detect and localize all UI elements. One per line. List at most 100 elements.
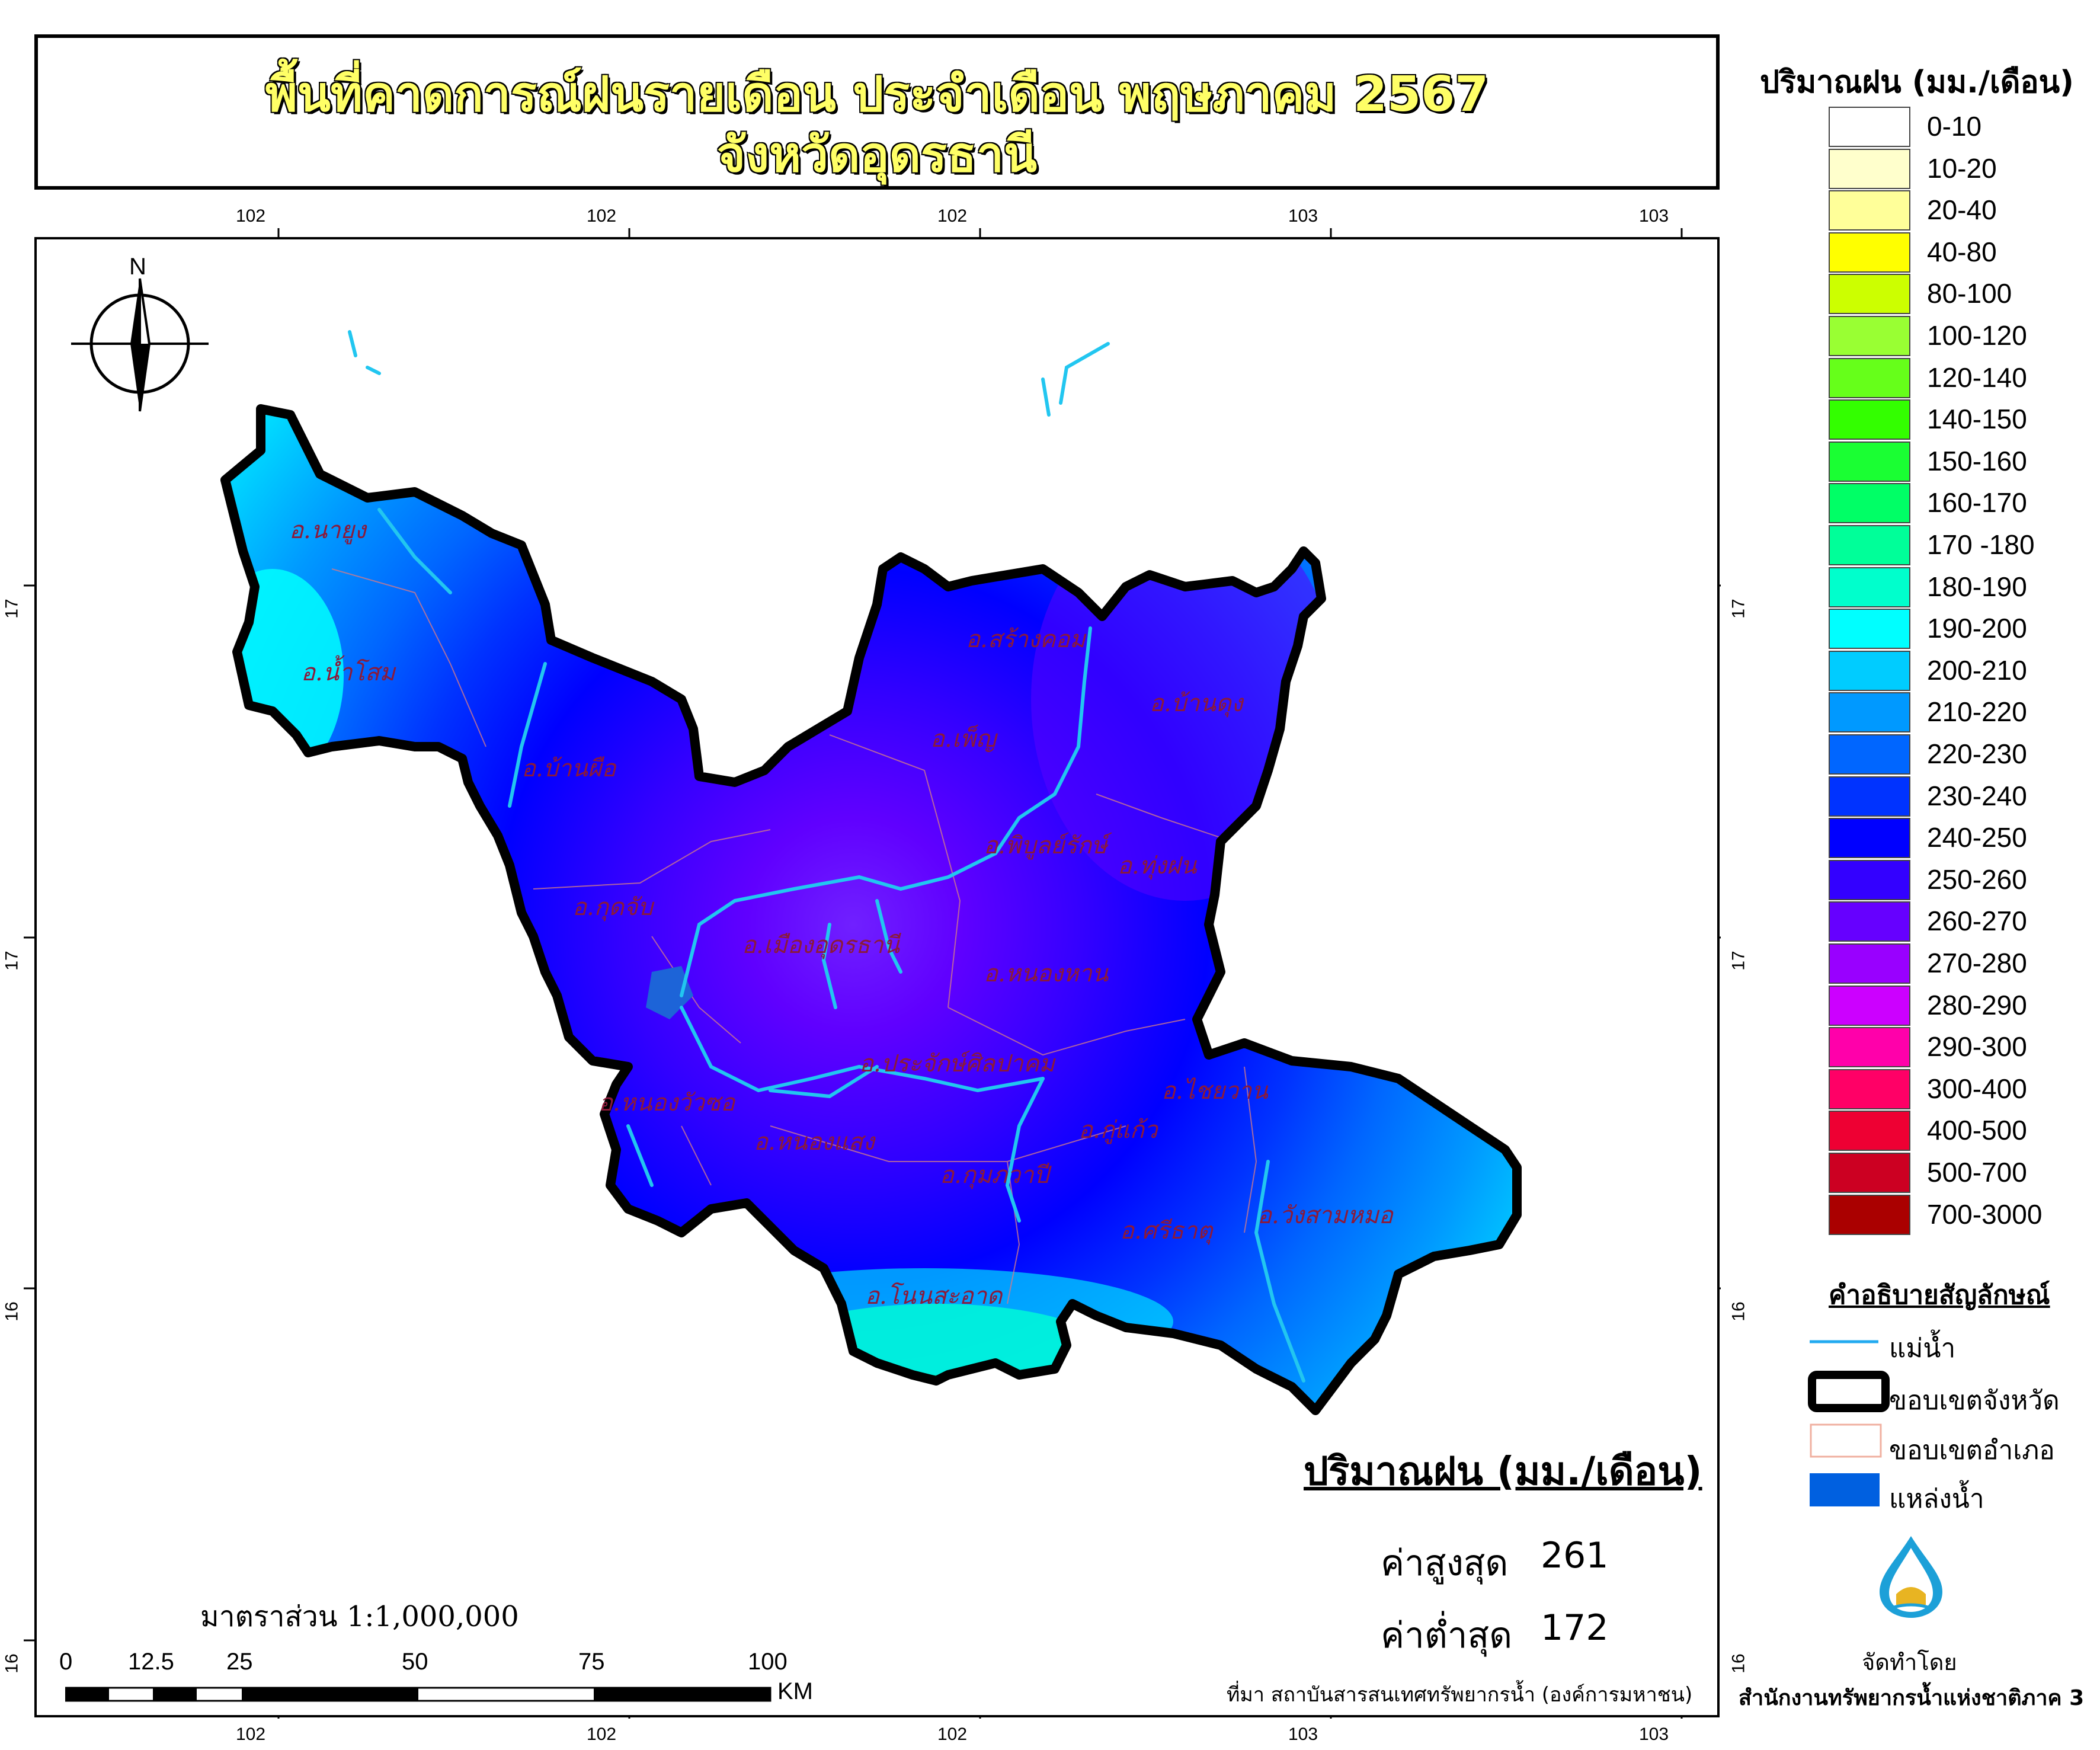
district-label: อ.กุมภวาปี [940, 1162, 1052, 1189]
lat-tick-right: 17 [1728, 951, 1749, 971]
legend-swatch [1829, 107, 1910, 147]
scale-tick: 0 [59, 1649, 73, 1675]
legend-label: 200-210 [1927, 654, 2027, 686]
legend-swatch [1829, 483, 1910, 524]
district-symbol-label: ขอบเขตอำเภอ [1889, 1435, 2055, 1466]
legend-label: 10-20 [1927, 152, 1997, 184]
district-label: อ.วังสามหมอ [1257, 1202, 1394, 1229]
legend-label: 80-100 [1927, 278, 2012, 309]
map-title-box: พื้นที่คาดการณ์ฝนรายเดือน ประจำเดือน พฤษ… [34, 34, 1720, 190]
legend-swatch [1829, 901, 1910, 942]
district-label: อ.บ้านดุง [1150, 690, 1244, 718]
rivers [348, 330, 1305, 1383]
district-label: อ.นายูง [289, 517, 367, 545]
district-label: อ.กุดจับ [572, 894, 655, 922]
province-symbol-label: ขอบเขตจังหวัด [1889, 1386, 2060, 1416]
legend-label: 160-170 [1927, 487, 2027, 519]
province-boundary [220, 404, 1522, 1415]
legend-label: 170 -180 [1927, 529, 2035, 560]
legend-label: 40-80 [1927, 236, 1997, 267]
legend-swatch [1829, 274, 1910, 315]
legend-label: 230-240 [1927, 780, 2027, 811]
legend-swatch [1829, 525, 1910, 565]
district-label: อ.น้ำโสม [301, 655, 396, 686]
legend-label: 500-700 [1927, 1157, 2027, 1188]
district-label: อ.หนองแสง [754, 1128, 876, 1156]
legend-label: 140-150 [1927, 404, 2027, 435]
lat-tick-right: 16 [1728, 1301, 1749, 1322]
legend-label: 150-160 [1927, 445, 2027, 476]
water-symbol-label: แหล่งน้ำ [1889, 1484, 1984, 1514]
district-label: อ.โนนสะอาด [865, 1282, 1003, 1310]
legend-label: 180-190 [1927, 571, 2027, 602]
legend-swatch [1829, 692, 1910, 733]
scale-unit: KM [777, 1678, 813, 1704]
district-label: อ.กู่แก้ว [1078, 1116, 1159, 1144]
legend-label: 300-400 [1927, 1073, 2027, 1104]
legend-label: 290-300 [1927, 1031, 2027, 1063]
map-frame [34, 237, 1720, 1717]
district-boundaries [331, 568, 1257, 1304]
north-arrow-icon [71, 278, 209, 412]
district-label: อ.หนองหาน [984, 960, 1109, 987]
scale-tick: 75 [578, 1649, 605, 1675]
legend-swatch [1829, 1111, 1910, 1151]
producer-label: จัดทำโดย [1862, 1649, 1957, 1675]
district-label: อ.บ้านผือ [521, 755, 617, 782]
legend-swatch [1829, 441, 1910, 482]
source-text: ที่มา สถาบันสารสนเทศทรัพยากรน้ำ (องค์การ… [1227, 1683, 1693, 1707]
province-boundary-icon [1808, 1371, 1890, 1412]
legend-label: 700-3000 [1927, 1198, 2043, 1230]
district-label: อ.ประจักษ์ศิลปาคม [859, 1050, 1057, 1077]
district-label: อ.เพ็ญ [930, 725, 998, 753]
district-label: อ.ศรีธาตุ [1120, 1217, 1214, 1245]
lat-tick-right: 17 [1728, 599, 1749, 619]
legend-swatch [1829, 859, 1910, 900]
legend-label: 120-140 [1927, 361, 2027, 393]
district-label: อ.หนองวัวซอ [598, 1089, 736, 1116]
legend-swatch [1829, 1027, 1910, 1068]
legend-label: 210-220 [1927, 696, 2027, 728]
legend-swatch [1829, 609, 1910, 650]
legend-label: 250-260 [1927, 863, 2027, 895]
lat-tick-right: 16 [1728, 1653, 1749, 1674]
agency-logo-icon [1880, 1536, 1942, 1618]
legend-swatch [1829, 650, 1910, 691]
river-symbol-label: แม่น้ำ [1889, 1333, 1956, 1364]
lon-tick-top: 103 [1288, 206, 1318, 226]
legend-swatch [1829, 943, 1910, 984]
legend-swatch [1829, 357, 1910, 398]
legend-swatch [1829, 1068, 1910, 1109]
legend-label: 190-200 [1927, 613, 2027, 644]
map-subtitle: จังหวัดอุดรธานี [716, 126, 1038, 184]
district-label: อ.ไชยวาน [1161, 1077, 1269, 1105]
legend-title: ปริมาณฝน (มม./เดือน) [1760, 65, 2074, 100]
graticule-ticks [24, 228, 1721, 1719]
district-boundary-icon [1810, 1423, 1882, 1458]
legend-label: 240-250 [1927, 822, 2027, 853]
lon-tick-bottom: 102 [236, 1725, 266, 1744]
north-label: N [129, 254, 146, 280]
lon-tick-top: 103 [1639, 206, 1669, 226]
legend-label: 100-120 [1927, 320, 2027, 351]
lon-tick-bottom: 103 [1288, 1725, 1318, 1744]
symbol-legend-icons [1808, 1340, 1890, 1506]
legend-swatch [1829, 148, 1910, 189]
scale-tick: 50 [402, 1649, 428, 1675]
scale-tick: 100 [748, 1649, 787, 1675]
legend-label: 280-290 [1927, 989, 2027, 1020]
district-label: อ.พิบูลย์รักษ์ [984, 832, 1112, 860]
legend-swatch [1829, 316, 1910, 356]
legend-swatch [1829, 1194, 1910, 1235]
legend-swatch [1829, 567, 1910, 607]
scale-text: มาตราส่วน 1:1,000,000 [200, 1600, 519, 1633]
legend-label: 220-230 [1927, 738, 2027, 769]
legend-swatch [1829, 985, 1910, 1026]
max-label: ค่าสูงสุด [1381, 1543, 1509, 1584]
stats-title: ปริมาณฝน (มม./เดือน) [1304, 1448, 1702, 1494]
district-label: อ.ทุ่งฝน [1118, 852, 1198, 880]
legend-label: 400-500 [1927, 1115, 2027, 1146]
district-label: อ.สร้างคอม [966, 626, 1087, 653]
legend-swatch [1829, 190, 1910, 231]
scale-bar [65, 1687, 772, 1702]
